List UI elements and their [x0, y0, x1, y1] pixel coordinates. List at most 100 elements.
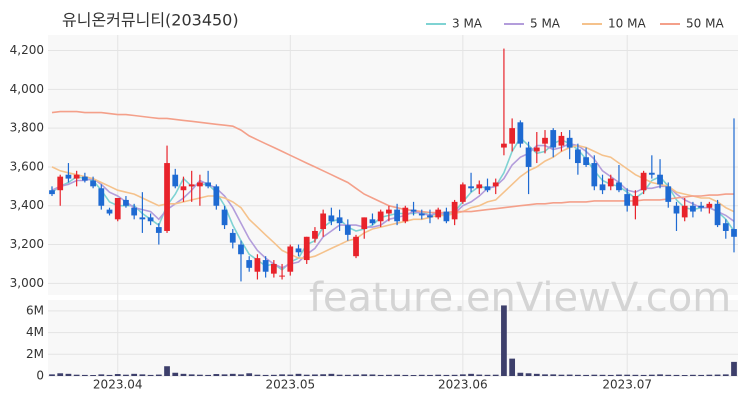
- volume-bar: [344, 374, 351, 376]
- x-tick-label: 2023.07: [602, 378, 652, 392]
- price-plot-area: [48, 35, 738, 295]
- volume-bar: [673, 374, 680, 376]
- volume-bar: [435, 374, 442, 376]
- chart-title: 유니온커뮤니티(203450): [62, 11, 239, 30]
- candle-body: [533, 147, 540, 152]
- candle-body: [369, 219, 376, 224]
- volume-bar: [197, 374, 203, 376]
- volume-bar: [270, 374, 277, 376]
- candle-body: [312, 230, 318, 239]
- volume-bar: [90, 375, 96, 376]
- x-tick-label: 2023.04: [93, 378, 143, 392]
- candle-body: [410, 209, 417, 212]
- candle-body: [361, 217, 368, 230]
- candle-body: [698, 205, 705, 208]
- candle-body: [657, 174, 663, 185]
- volume-bar: [706, 374, 713, 376]
- volume-bar: [73, 374, 80, 376]
- volume-bar: [533, 373, 540, 376]
- candle-body: [714, 203, 721, 226]
- candle-body: [73, 174, 80, 179]
- volume-bar: [492, 374, 499, 376]
- y-tick-label: 3,400: [10, 198, 44, 212]
- volume-bar: [394, 374, 400, 376]
- volume-bar: [632, 374, 639, 376]
- candle-body: [690, 205, 696, 212]
- candle-body: [616, 182, 622, 191]
- volume-bar: [328, 373, 335, 376]
- candle-body: [295, 248, 302, 253]
- candle-body: [188, 184, 195, 187]
- candle-body: [320, 213, 327, 230]
- volume-bar: [657, 374, 663, 376]
- y-tick-label: 3,000: [10, 276, 44, 290]
- candle-body: [98, 188, 105, 206]
- volume-bar: [402, 374, 409, 376]
- volume-plot-area: [48, 300, 738, 376]
- volume-bar: [501, 305, 507, 376]
- volume-bar: [410, 375, 417, 376]
- volume-bar: [665, 374, 672, 376]
- y-tick-label: 3,600: [10, 159, 44, 173]
- candle-body: [386, 209, 392, 214]
- x-tick-label: 2023.06: [438, 378, 488, 392]
- candle-body: [476, 184, 483, 189]
- volume-bar: [418, 374, 425, 376]
- volume-bar: [114, 374, 121, 376]
- candle-body: [648, 172, 655, 175]
- volume-bar: [550, 374, 557, 376]
- volume-bar: [599, 374, 606, 376]
- volume-bar: [369, 374, 376, 376]
- legend-label: 50 MA: [686, 17, 724, 31]
- volume-bar: [320, 374, 327, 376]
- candle-body: [394, 209, 400, 222]
- candle-body: [353, 236, 359, 257]
- candle-body: [164, 163, 170, 231]
- volume-bar: [106, 374, 113, 376]
- volume-bar: [221, 374, 228, 376]
- candle-body: [90, 180, 96, 187]
- candle-body: [344, 225, 351, 235]
- candle-body: [632, 196, 639, 206]
- volume-bar: [213, 374, 220, 376]
- candle-body: [451, 201, 458, 220]
- volume-bar: [303, 374, 310, 376]
- candle-body: [155, 227, 162, 233]
- candle-body: [484, 186, 491, 191]
- volume-bar: [731, 361, 737, 376]
- candle-body: [279, 275, 285, 277]
- candle-body: [197, 182, 203, 187]
- watermark: feature.enViewV.com: [309, 275, 731, 321]
- volume-bar: [690, 374, 696, 376]
- candle-body: [57, 176, 64, 191]
- volume-bar: [361, 374, 368, 376]
- candle-body: [123, 199, 129, 206]
- volume-bar: [640, 374, 647, 376]
- volume-bar: [188, 374, 195, 376]
- candle-body: [287, 246, 294, 272]
- candle-body: [270, 263, 277, 274]
- volume-bar: [509, 358, 516, 376]
- volume-bar: [722, 374, 729, 376]
- volume-bar: [558, 374, 565, 376]
- candle-body: [607, 178, 614, 187]
- volume-bar: [607, 374, 614, 376]
- volume-bar: [180, 373, 187, 376]
- volume-bar: [698, 374, 705, 376]
- candle-body: [303, 236, 310, 261]
- y-tick-label: 4M: [26, 325, 44, 339]
- volume-bar: [681, 375, 688, 376]
- volume-bar: [147, 374, 154, 376]
- candle-body: [254, 258, 261, 272]
- volume-bar: [238, 374, 244, 376]
- y-tick-label: 4,000: [10, 82, 44, 96]
- candle-body: [575, 149, 581, 164]
- candle-body: [640, 172, 647, 191]
- volume-bar: [353, 374, 359, 376]
- candle-body: [262, 260, 269, 272]
- volume-bar: [49, 374, 55, 376]
- candle-body: [673, 205, 680, 214]
- volume-bar: [459, 374, 466, 376]
- candle-body: [492, 182, 499, 187]
